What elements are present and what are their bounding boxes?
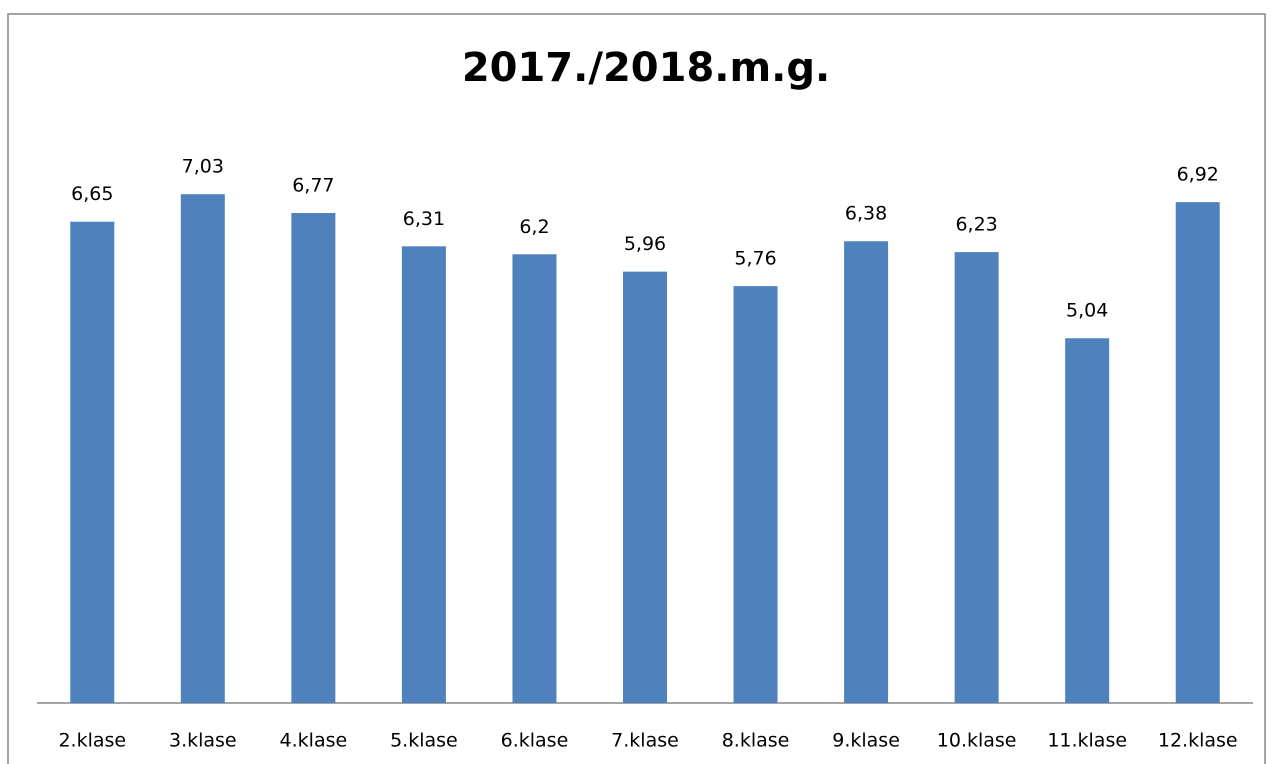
x-tick-label: 7.klase [611, 730, 679, 752]
x-tick-label: 9.klase [832, 730, 900, 752]
data-label: 6,31 [403, 208, 445, 230]
x-tick-label: 8.klase [722, 730, 790, 752]
x-tick-label: 4.klase [280, 730, 348, 752]
data-label: 7,03 [182, 156, 224, 178]
data-label: 6,77 [292, 175, 334, 197]
data-label: 5,96 [624, 233, 666, 255]
bar [291, 213, 336, 704]
data-label: 5,76 [734, 248, 776, 270]
bar [1175, 202, 1220, 704]
bar [733, 286, 778, 703]
x-tick-label: 12.klase [1158, 730, 1238, 752]
data-label: 6,2 [519, 216, 549, 238]
x-tick-label: 10.klase [937, 730, 1017, 752]
x-tick-label: 11.klase [1047, 730, 1127, 752]
bar [401, 246, 446, 703]
bar [512, 254, 557, 703]
bar [623, 271, 667, 703]
data-label: 6,65 [71, 183, 113, 205]
chart-title: 2017./2018.m.g. [462, 45, 830, 91]
data-label: 6,23 [955, 214, 997, 236]
bar [954, 252, 999, 703]
x-tick-label: 3.klase [169, 730, 237, 752]
bar [70, 221, 115, 704]
x-tick-label: 2.klase [58, 730, 126, 752]
bar [844, 241, 889, 703]
bar [180, 194, 225, 704]
x-tick-label: 5.klase [390, 730, 458, 752]
data-label: 6,38 [845, 203, 887, 225]
x-tick-label: 6.klase [501, 730, 569, 752]
data-label: 6,92 [1177, 164, 1219, 186]
data-label: 5,04 [1066, 300, 1108, 322]
bar [1065, 338, 1110, 703]
